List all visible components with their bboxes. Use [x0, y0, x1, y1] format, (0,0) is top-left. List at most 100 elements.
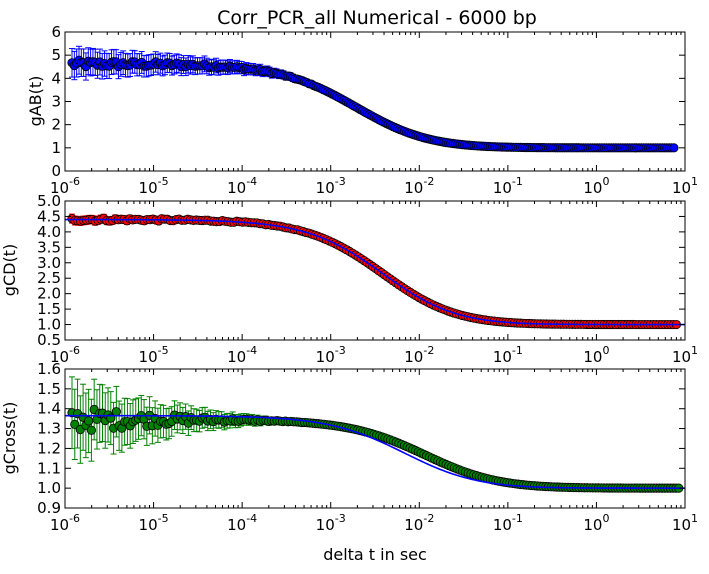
y-tick-label: 4: [51, 69, 61, 87]
x-tick-base: 10: [404, 516, 423, 534]
x-tick-exponent: 1: [691, 175, 698, 188]
x-tick-label: 10-5: [139, 344, 169, 366]
x-tick-base: 10: [139, 179, 158, 197]
x-tick-base: 10: [227, 348, 246, 366]
panel-gab-data: [67, 45, 679, 153]
x-tick-exponent: -4: [246, 175, 257, 188]
x-tick-label: 100: [583, 512, 609, 534]
x-tick-label: 10-4: [227, 344, 257, 366]
x-tick-exponent: -6: [69, 512, 80, 525]
x-tick-exponent: -4: [246, 344, 257, 357]
panel-gcross-data: [65, 376, 685, 493]
x-tick-label: 10-1: [493, 512, 523, 534]
y-tick-label: 1.3: [37, 420, 61, 438]
y-tick-label: 1.0: [37, 316, 61, 334]
x-tick-base: 10: [583, 348, 602, 366]
y-tick-label: 2.5: [37, 269, 61, 287]
x-tick-exponent: -4: [246, 512, 257, 525]
y-tick-label: 1.2: [37, 439, 61, 457]
x-tick-label: 10-6: [50, 512, 80, 534]
y-tick-label: 1.6: [37, 360, 61, 378]
y-tick-label: 0.5: [37, 331, 61, 349]
x-tick-base: 10: [316, 179, 335, 197]
x-tick-label: 10-3: [316, 344, 346, 366]
x-tick-exponent: -1: [512, 512, 523, 525]
x-tick-base: 10: [50, 348, 69, 366]
y-tick-label: 4.5: [37, 207, 61, 225]
x-tick-exponent: -3: [335, 344, 346, 357]
panel-gcross-border: [64, 368, 686, 509]
y-tick-label: 6: [51, 23, 61, 41]
y-tick-label: 2.0: [37, 285, 61, 303]
x-tick-exponent: -6: [69, 344, 80, 357]
x-tick-exponent: -5: [158, 175, 169, 188]
x-tick-exponent: -1: [512, 344, 523, 357]
y-tick-label: 4.0: [37, 223, 61, 241]
x-tick-exponent: -1: [512, 175, 523, 188]
panel-gcross-ticks: 0.91.01.11.21.31.41.51.610-6 10-5 10-4 10-3…: [37, 360, 698, 534]
panel-gab-border: [64, 31, 686, 172]
x-tick-base: 10: [493, 179, 512, 197]
x-tick-label: 10-6: [50, 175, 80, 197]
x-tick-label: 101: [672, 175, 698, 197]
y-tick-label: 1.4: [37, 400, 61, 418]
x-tick-exponent: 1: [691, 344, 698, 357]
figure-title: Corr_PCR_all Numerical - 6000 bp: [217, 7, 537, 29]
panel-gcd-border: [64, 200, 686, 341]
x-tick-label: 10-4: [227, 512, 257, 534]
x-tick-base: 10: [50, 179, 69, 197]
x-axis-label: delta t in sec: [323, 545, 427, 564]
x-tick-label: 10-1: [493, 344, 523, 366]
x-tick-base: 10: [404, 179, 423, 197]
data-point: [111, 407, 121, 417]
x-tick-base: 10: [227, 179, 246, 197]
y-tick-label: 1: [51, 139, 61, 157]
x-tick-label: 100: [583, 175, 609, 197]
x-tick-exponent: -2: [423, 175, 434, 188]
x-tick-label: 100: [583, 344, 609, 366]
x-tick-label: 10-2: [404, 512, 434, 534]
y-tick-label: 3.5: [37, 238, 61, 256]
x-tick-exponent: -2: [423, 512, 434, 525]
x-tick-exponent: 0: [602, 344, 609, 357]
x-tick-exponent: -2: [423, 344, 434, 357]
x-tick-label: 101: [672, 344, 698, 366]
data-point: [84, 416, 94, 426]
x-tick-exponent: -3: [335, 512, 346, 525]
x-tick-label: 10-2: [404, 344, 434, 366]
data-point: [70, 419, 80, 429]
x-tick-label: 10-5: [139, 175, 169, 197]
x-tick-base: 10: [672, 348, 691, 366]
fit-line: [65, 414, 685, 489]
x-tick-base: 10: [404, 348, 423, 366]
panel-gcross: 0.91.01.11.21.31.41.51.610-6 10-5 10-4 10-3…: [0, 360, 698, 534]
x-tick-label: 10-4: [227, 175, 257, 197]
y-tick-label: 0.9: [37, 499, 61, 517]
x-tick-base: 10: [583, 516, 602, 534]
panel-gcross-ylabel: gCross(t): [0, 402, 19, 475]
y-tick-label: 5.0: [37, 192, 61, 210]
y-tick-label: 1.0: [37, 479, 61, 497]
y-tick-label: 1.5: [37, 300, 61, 318]
x-tick-base: 10: [227, 516, 246, 534]
x-tick-exponent: -3: [335, 175, 346, 188]
panel-gcd-data: [65, 213, 685, 330]
panel-gcd: 0.51.01.52.02.53.03.54.04.55.010-6 10-5 10…: [0, 192, 698, 366]
x-tick-exponent: 0: [602, 512, 609, 525]
data-point: [86, 425, 97, 435]
x-tick-label: 10-6: [50, 344, 80, 366]
x-tick-label: 10-1: [493, 175, 523, 197]
y-tick-label: 2: [51, 116, 61, 134]
y-tick-label: 3: [51, 93, 61, 111]
x-tick-base: 10: [583, 179, 602, 197]
x-tick-base: 10: [672, 179, 691, 197]
x-tick-base: 10: [316, 348, 335, 366]
x-tick-base: 10: [316, 516, 335, 534]
x-tick-label: 10-5: [139, 512, 169, 534]
panel-gab-ylabel: gAB(t): [26, 76, 45, 127]
x-tick-base: 10: [672, 516, 691, 534]
y-tick-label: 1.5: [37, 380, 61, 398]
x-tick-label: 101: [672, 512, 698, 534]
x-tick-exponent: 1: [691, 512, 698, 525]
